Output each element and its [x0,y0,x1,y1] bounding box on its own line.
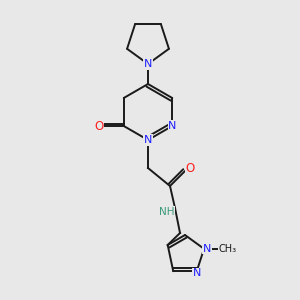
Text: N: N [203,244,211,254]
Text: N: N [193,268,201,278]
Text: N: N [168,121,176,131]
Text: N: N [144,59,152,69]
Text: O: O [185,161,195,175]
Text: O: O [94,119,104,133]
Text: N: N [144,135,152,145]
Text: NH: NH [159,207,175,217]
Text: CH₃: CH₃ [219,244,237,254]
